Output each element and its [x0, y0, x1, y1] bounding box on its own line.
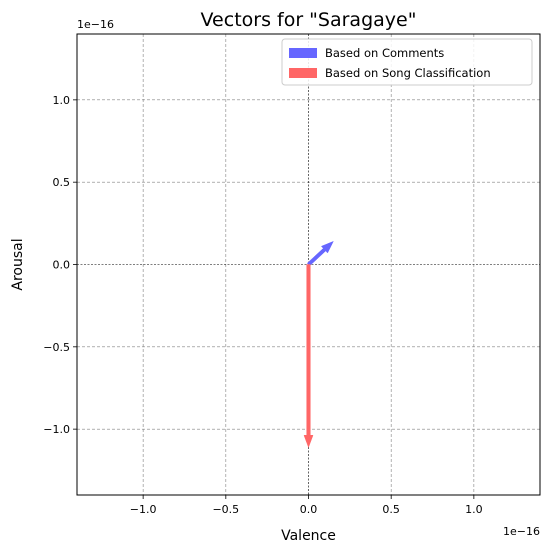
y-tick-label: −1.0 — [43, 423, 70, 436]
x-axis-scale-label: 1e−16 — [503, 525, 540, 538]
y-tick-label: −0.5 — [43, 341, 70, 354]
legend: Based on Comments Based on Song Classific… — [281, 38, 533, 86]
x-axis-label: Valence — [281, 528, 336, 544]
vector-arrows — [303, 240, 334, 449]
y-tick-label: 0.0 — [53, 259, 71, 272]
y-tick-label: 0.5 — [53, 176, 71, 189]
y-axis-scale-label: 1e−16 — [77, 18, 114, 31]
axis-ticks: −1.0 −0.5 0.0 0.5 1.0 −1.0 −0.5 0.0 0.5 1.0 — [43, 94, 482, 516]
y-axis-label: Arousal — [10, 238, 26, 290]
legend-swatch-1 — [289, 48, 317, 58]
x-tick-label: 1.0 — [465, 503, 483, 516]
vector-arrow-1 — [306, 240, 334, 267]
x-tick-label: −1.0 — [130, 503, 157, 516]
x-tick-label: 0.5 — [382, 503, 400, 516]
legend-entry-1: Based on Comments — [325, 46, 444, 60]
chart-title: Vectors for "Saragaye" — [201, 9, 417, 31]
legend-entry-2: Based on Song Classification — [325, 66, 491, 80]
x-tick-label: 0.0 — [300, 503, 318, 516]
legend-swatch-2 — [289, 68, 317, 78]
vector-arrow-2 — [303, 264, 314, 449]
x-tick-label: −0.5 — [212, 503, 239, 516]
y-tick-label: 1.0 — [53, 94, 71, 107]
legend-box — [281, 38, 533, 86]
